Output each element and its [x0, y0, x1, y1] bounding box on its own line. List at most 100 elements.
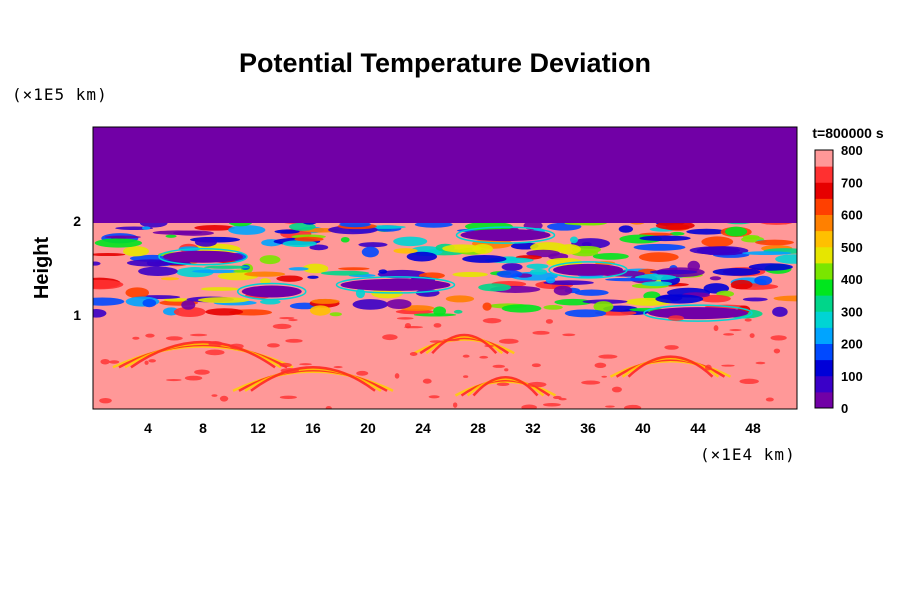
field-blob [725, 226, 748, 237]
field-speck [184, 375, 203, 381]
field-speck [504, 368, 509, 372]
field-arc [118, 343, 288, 369]
field-blob-edge [158, 247, 248, 266]
field-blob [340, 278, 451, 291]
field-speck [770, 335, 787, 341]
colorbar-ticks: 0 100 200 300 400 500 600 700 800 [841, 143, 863, 416]
field-speck [145, 333, 155, 338]
field-arc [244, 367, 382, 392]
field-blob [104, 235, 141, 239]
field-blob [93, 309, 107, 318]
x-tick-label: 40 [635, 420, 651, 436]
field-blob [173, 306, 206, 317]
field-speck [144, 360, 149, 365]
field-speck [749, 333, 755, 339]
field-blob [241, 285, 302, 298]
field-blob-edge [335, 276, 456, 294]
field-speck [404, 322, 412, 329]
field-arc [627, 355, 714, 378]
field-blob [639, 235, 691, 242]
colorbar-tick-label: 500 [841, 240, 863, 255]
field-blob [553, 285, 573, 296]
field-blob [478, 283, 512, 292]
field-blob [742, 234, 760, 240]
x-axis-unit: (×1E4 km) [700, 445, 796, 464]
field-blob [320, 270, 370, 276]
field-arc [609, 359, 732, 378]
plot-area [93, 127, 797, 409]
field-arc [419, 336, 509, 355]
field-speck [479, 355, 489, 359]
field-blob [386, 299, 412, 309]
field-speck [729, 329, 742, 332]
field-arc [250, 366, 376, 392]
field-speck [100, 358, 110, 365]
field-blob [460, 229, 551, 242]
field-blob [93, 252, 126, 257]
field-blob [340, 236, 350, 243]
colorbar-segment [815, 327, 833, 344]
x-tick-label: 44 [690, 420, 706, 436]
colorbar-segment [815, 182, 833, 199]
field-speck [219, 395, 229, 402]
colorbar-tick-label: 400 [841, 272, 863, 287]
field-blob [574, 289, 609, 296]
field-blob [553, 263, 623, 276]
field-speck [429, 340, 444, 343]
field-speck [382, 334, 398, 341]
field-blob [472, 244, 493, 254]
field-blob [393, 248, 418, 254]
field-speck [208, 341, 223, 347]
field-blob [294, 236, 324, 242]
field-blob [163, 250, 243, 263]
field-blob [543, 305, 563, 310]
y-axis-unit: (×1E5 km) [12, 85, 108, 104]
field-blob [194, 237, 217, 247]
field-arc [238, 369, 388, 392]
field-blob [772, 306, 788, 317]
field-blob [545, 276, 556, 284]
field-blob [138, 266, 178, 277]
field-blob [378, 269, 388, 274]
field-speck [285, 338, 303, 343]
field-speck [132, 336, 140, 340]
field-blob [274, 229, 300, 234]
x-tick-label: 20 [360, 420, 376, 436]
field-speck [288, 318, 298, 322]
colorbar-segment [815, 246, 833, 264]
field-blob [742, 297, 768, 302]
field-blob [618, 225, 633, 233]
x-tick-label: 8 [199, 420, 207, 436]
colorbar-tick-label: 700 [841, 175, 863, 190]
upper-uniform-region [93, 127, 797, 223]
field-speck [598, 354, 618, 359]
field-arc [124, 342, 282, 369]
field-blob [526, 263, 549, 270]
field-speck [552, 395, 562, 400]
x-tick-label: 4 [144, 420, 152, 436]
field-arc [425, 335, 504, 355]
field-speck [705, 364, 712, 371]
field-blob [307, 275, 319, 279]
field-speck [492, 364, 505, 368]
field-blob [649, 269, 698, 275]
field-blob [282, 240, 317, 247]
x-tick-label: 28 [470, 420, 486, 436]
field-arc [466, 377, 545, 397]
colorbar-segment [815, 262, 833, 280]
colorbar-segment [815, 359, 833, 377]
colorbar-segment [815, 150, 833, 167]
field-speck [205, 349, 225, 356]
field-blob [288, 267, 309, 271]
field-blob [393, 236, 428, 247]
field-blob [686, 228, 727, 235]
field-blob [501, 304, 542, 313]
y-tick-label: 1 [73, 307, 81, 323]
field-blob [557, 244, 581, 255]
field-speck [452, 402, 458, 408]
field-speck [194, 369, 210, 375]
field-speck [99, 397, 112, 404]
field-speck [545, 319, 553, 324]
field-speck [333, 366, 343, 369]
field-blob [358, 242, 388, 248]
